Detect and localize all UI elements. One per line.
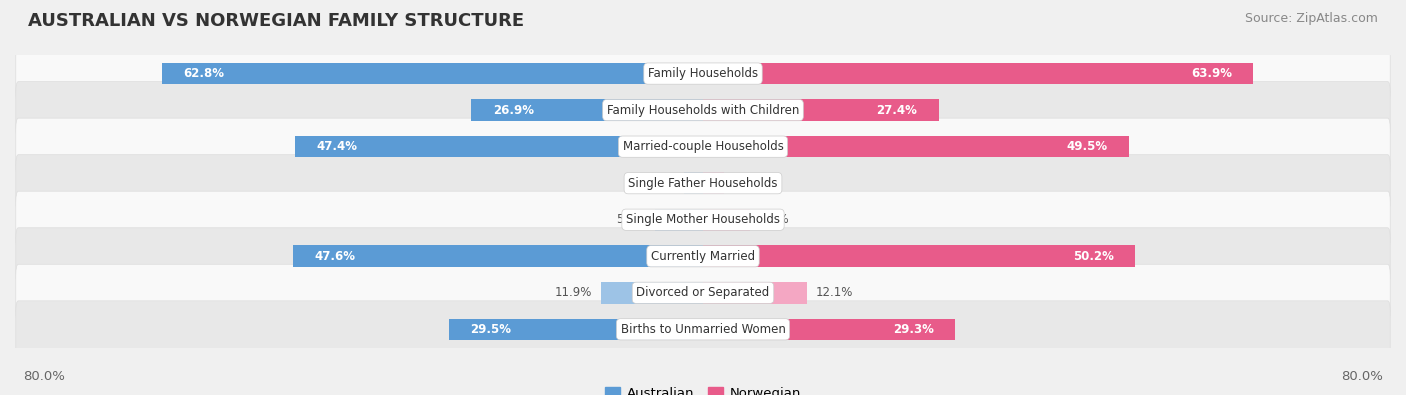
Bar [703,245,1135,267]
Text: Family Households with Children: Family Households with Children [607,103,799,117]
Text: Currently Married: Currently Married [651,250,755,263]
Bar [471,99,703,121]
Bar [295,136,703,158]
Bar [703,136,1129,158]
Bar [292,245,703,267]
Text: 2.4%: 2.4% [733,177,762,190]
Text: 80.0%: 80.0% [1341,370,1384,383]
Text: 29.5%: 29.5% [471,323,512,336]
Bar [703,282,807,304]
Text: 12.1%: 12.1% [815,286,853,299]
Bar [703,172,724,194]
Text: Married-couple Households: Married-couple Households [623,140,783,153]
Text: 47.4%: 47.4% [316,140,357,153]
Text: Divorced or Separated: Divorced or Separated [637,286,769,299]
Bar [703,318,955,340]
Text: Births to Unmarried Women: Births to Unmarried Women [620,323,786,336]
Text: 62.8%: 62.8% [184,67,225,80]
Text: Single Mother Households: Single Mother Households [626,213,780,226]
Text: 29.3%: 29.3% [893,323,934,336]
Bar [655,209,703,231]
Bar [703,209,751,231]
Text: 27.4%: 27.4% [876,103,918,117]
FancyBboxPatch shape [15,45,1391,102]
Text: 47.6%: 47.6% [315,250,356,263]
Bar [703,63,1253,85]
Text: 5.5%: 5.5% [759,213,789,226]
FancyBboxPatch shape [15,228,1391,285]
Legend: Australian, Norwegian: Australian, Norwegian [599,381,807,395]
Text: 80.0%: 80.0% [22,370,65,383]
Text: 49.5%: 49.5% [1067,140,1108,153]
Text: 11.9%: 11.9% [554,286,592,299]
Text: AUSTRALIAN VS NORWEGIAN FAMILY STRUCTURE: AUSTRALIAN VS NORWEGIAN FAMILY STRUCTURE [28,12,524,30]
Text: 63.9%: 63.9% [1191,67,1232,80]
Bar [703,99,939,121]
Text: 26.9%: 26.9% [494,103,534,117]
FancyBboxPatch shape [15,301,1391,358]
Bar [449,318,703,340]
Text: Single Father Households: Single Father Households [628,177,778,190]
Bar [162,63,703,85]
Text: Family Households: Family Households [648,67,758,80]
Text: 5.6%: 5.6% [616,213,647,226]
Bar [685,172,703,194]
FancyBboxPatch shape [15,155,1391,212]
FancyBboxPatch shape [15,264,1391,321]
FancyBboxPatch shape [15,191,1391,248]
Bar [600,282,703,304]
Text: Source: ZipAtlas.com: Source: ZipAtlas.com [1244,12,1378,25]
Text: 50.2%: 50.2% [1073,250,1114,263]
FancyBboxPatch shape [15,118,1391,175]
FancyBboxPatch shape [15,82,1391,139]
Text: 2.2%: 2.2% [645,177,675,190]
